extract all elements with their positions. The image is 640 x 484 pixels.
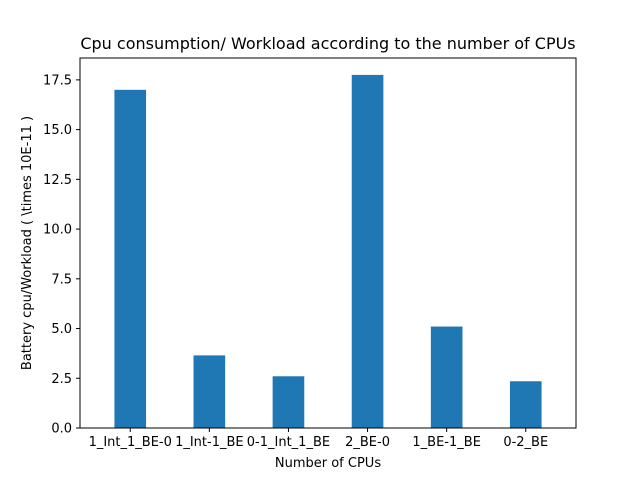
bar-0-1_Int_1_BE	[272, 376, 305, 428]
y-tick-label: 2.5	[51, 372, 72, 387]
y-axis-label: Battery cpu/Workload ( \times 10E-11 )	[20, 116, 35, 370]
y-tick-label: 15.0	[43, 123, 72, 138]
x-axis-label: Number of CPUs	[275, 456, 381, 471]
bar-1_Int-1_BE	[193, 355, 226, 428]
x-axis-ticks: 1_Int_1_BE-0 1_Int-1_BE 0-1_Int_1_BE 2_BE-0…	[89, 428, 548, 450]
plot-frame	[79, 57, 577, 429]
y-tick-label: 0.0	[51, 422, 72, 437]
y-tick-label: 5.0	[51, 322, 72, 337]
x-tick-label: 2_BE-0	[345, 435, 390, 450]
x-tick-label: 0-1_Int_1_BE	[247, 435, 330, 450]
bar-1_BE-1_BE	[430, 326, 463, 428]
x-tick-label: 0-2_BE	[503, 435, 548, 450]
bars-group	[114, 74, 542, 429]
y-tick-label: 7.5	[51, 272, 72, 287]
y-tick-label: 12.5	[43, 173, 72, 188]
y-tick-label: 10.0	[43, 223, 72, 238]
x-tick-label: 1_Int_1_BE-0	[89, 435, 172, 450]
bar-2_BE-0	[351, 74, 384, 428]
x-tick-label: 1_Int-1_BE	[175, 435, 244, 450]
x-tick-label: 1_BE-1_BE	[412, 435, 481, 450]
y-tick-label: 17.5	[43, 73, 72, 88]
bar-1_Int_1_BE-0	[114, 89, 147, 429]
bar-0-2_BE	[509, 381, 542, 428]
chart-title: Cpu consumption/ Workload according to t…	[80, 34, 575, 53]
y-axis-ticks: 0.0 2.5 5.0 7.5 10.0 12.5 15.0 17.5	[43, 73, 80, 437]
